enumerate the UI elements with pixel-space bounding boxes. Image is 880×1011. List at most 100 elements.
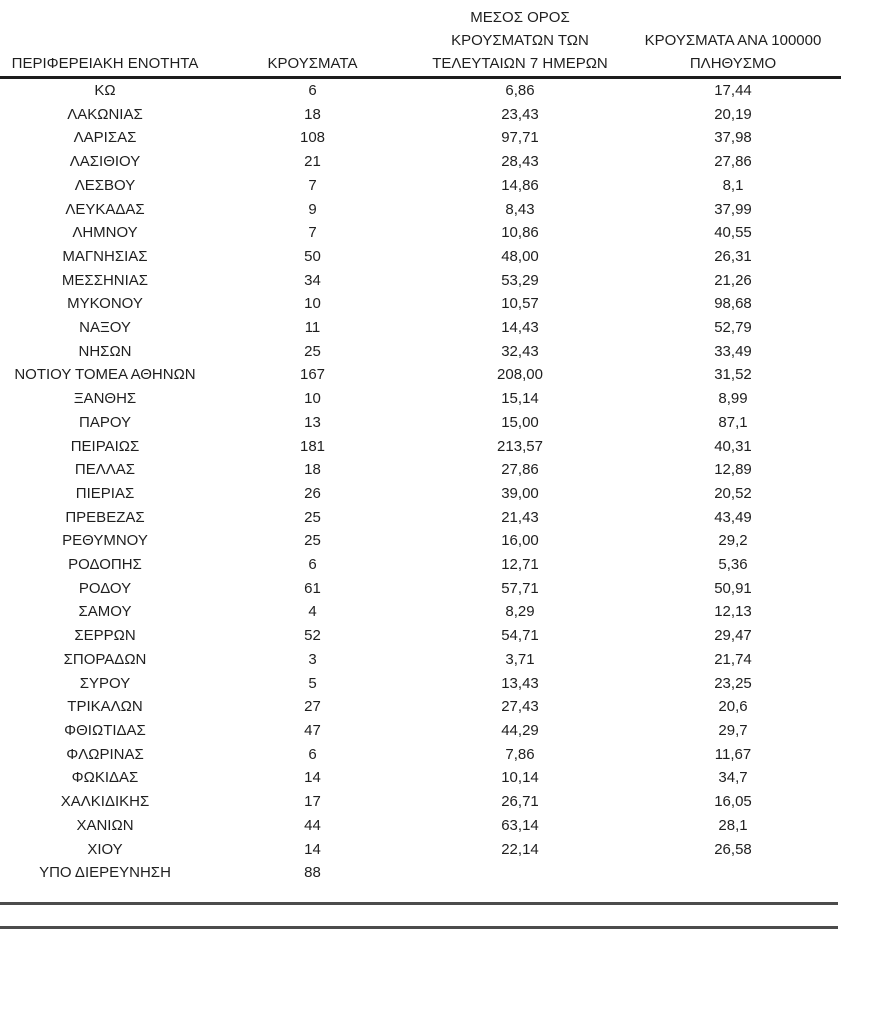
region-cell: ΦΛΩΡΙΝΑΣ xyxy=(66,745,144,763)
cases-cell: 7 xyxy=(308,224,317,242)
table-row: ΣΥΡΟΥ 5 13,43 23,25 xyxy=(0,672,841,696)
per100k-cell: 40,55 xyxy=(714,224,752,242)
per100k-cell: 12,13 xyxy=(714,603,752,621)
table-row: ΝΗΣΩΝ 25 32,43 33,49 xyxy=(0,340,841,364)
table-row: ΣΠΟΡΑΔΩΝ 3 3,71 21,74 xyxy=(0,648,841,672)
table-row: ΜΕΣΣΗΝΙΑΣ 34 53,29 21,26 xyxy=(0,269,841,293)
per100k-cell: 21,74 xyxy=(714,650,752,668)
per100k-cell: 5,36 xyxy=(718,556,748,574)
region-cell: ΡΟΔΟΠΗΣ xyxy=(68,556,142,574)
per100k-cell: 31,52 xyxy=(714,366,752,384)
region-cell: ΠΑΡΟΥ xyxy=(78,413,132,431)
avg7day-cell: 97,71 xyxy=(501,129,539,147)
table-row: ΛΑΡΙΣΑΣ 108 97,71 37,98 xyxy=(0,126,841,150)
cases-cell: 47 xyxy=(304,721,321,739)
per100k-cell: 11,67 xyxy=(714,745,752,763)
cases-cell: 7 xyxy=(308,176,317,194)
table-header-row: ΠΕΡΙΦΕΡΕΙΑΚΗ ΕΝΟΤΗΤΑ ΚΡΟΥΣΜΑΤΑ ΜΕΣΟΣ ΟΡΟ… xyxy=(0,6,841,79)
table-row: ΜΑΓΝΗΣΙΑΣ 50 48,00 26,31 xyxy=(0,245,841,269)
avg7day-cell: 54,71 xyxy=(501,627,539,645)
avg7day-cell: 12,71 xyxy=(501,556,539,574)
table-row: ΚΩ 6 6,86 17,44 xyxy=(0,78,841,103)
avg7day-cell: 10,14 xyxy=(501,769,539,787)
avg7day-cell: 63,14 xyxy=(501,816,539,834)
report-page: ΠΕΡΙΦΕΡΕΙΑΚΗ ΕΝΟΤΗΤΑ ΚΡΟΥΣΜΑΤΑ ΜΕΣΟΣ ΟΡΟ… xyxy=(0,6,841,929)
per100k-cell: 52,79 xyxy=(714,319,752,337)
avg7day-cell: 7,86 xyxy=(505,745,535,763)
region-cell: ΠΕΙΡΑΙΩΣ xyxy=(70,437,140,455)
table-row: ΛΑΣΙΘΙΟΥ 21 28,43 27,86 xyxy=(0,150,841,174)
cases-cell: 21 xyxy=(304,153,321,171)
cases-cell: 61 xyxy=(304,579,321,597)
region-cell: ΝΟΤΙΟΥ ΤΟΜΕΑ ΑΘΗΝΩΝ xyxy=(14,366,196,384)
table-row: ΧΑΝΙΩΝ 44 63,14 28,1 xyxy=(0,814,841,838)
per100k-cell: 29,2 xyxy=(718,532,748,550)
table-row: ΛΗΜΝΟΥ 7 10,86 40,55 xyxy=(0,221,841,245)
cases-cell: 6 xyxy=(308,556,317,574)
cases-cell: 25 xyxy=(304,532,321,550)
regional-cases-table: ΠΕΡΙΦΕΡΕΙΑΚΗ ΕΝΟΤΗΤΑ ΚΡΟΥΣΜΑΤΑ ΜΕΣΟΣ ΟΡΟ… xyxy=(0,6,841,885)
per100k-cell: 27,86 xyxy=(714,153,752,171)
per100k-cell: 26,31 xyxy=(714,247,752,265)
avg7day-cell: 27,43 xyxy=(501,698,539,716)
avg7day-cell: 39,00 xyxy=(501,484,539,502)
table-row: ΡΟΔΟΠΗΣ 6 12,71 5,36 xyxy=(0,553,841,577)
table-row: ΦΩΚΙΔΑΣ 14 10,14 34,7 xyxy=(0,766,841,790)
cases-cell: 181 xyxy=(299,437,326,455)
table-row: ΠΑΡΟΥ 13 15,00 87,1 xyxy=(0,411,841,435)
avg7day-cell: 15,00 xyxy=(501,413,539,431)
cases-cell: 10 xyxy=(304,390,321,408)
avg7day-cell: 3,71 xyxy=(505,650,535,668)
table-row: ΞΑΝΘΗΣ 10 15,14 8,99 xyxy=(0,387,841,411)
region-cell: ΡΟΔΟΥ xyxy=(78,579,132,597)
region-cell: ΣΕΡΡΩΝ xyxy=(74,627,136,645)
cases-cell: 3 xyxy=(308,650,317,668)
table-row: ΛΕΣΒΟΥ 7 14,86 8,1 xyxy=(0,174,841,198)
cases-cell: 88 xyxy=(304,864,321,882)
table-row: ΧΙΟΥ 14 22,14 26,58 xyxy=(0,838,841,862)
cases-cell: 167 xyxy=(299,366,326,384)
avg7day-cell: 213,57 xyxy=(497,437,543,455)
per100k-cell: 20,52 xyxy=(714,484,752,502)
avg7day-cell: 208,00 xyxy=(497,366,543,384)
cases-cell: 25 xyxy=(304,508,321,526)
avg7day-cell: 27,86 xyxy=(501,461,539,479)
avg7day-cell: 10,57 xyxy=(501,295,539,313)
region-cell: ΦΘΙΩΤΙΔΑΣ xyxy=(64,721,146,739)
avg7day-cell: 8,43 xyxy=(505,200,535,218)
per100k-cell: 29,7 xyxy=(718,721,748,739)
per100k-cell: 50,91 xyxy=(714,579,752,597)
table-row: ΡΟΔΟΥ 61 57,71 50,91 xyxy=(0,577,841,601)
per100k-cell: 20,19 xyxy=(714,105,752,123)
avg7day-cell: 8,29 xyxy=(505,603,535,621)
table-row: ΛΕΥΚΑΔΑΣ 9 8,43 37,99 xyxy=(0,198,841,222)
cases-cell: 6 xyxy=(308,82,317,99)
region-cell: ΛΑΡΙΣΑΣ xyxy=(73,129,137,147)
table-row: ΜΥΚΟΝΟΥ 10 10,57 98,68 xyxy=(0,292,841,316)
per100k-cell: 43,49 xyxy=(714,508,752,526)
avg7day-cell: 14,86 xyxy=(501,176,539,194)
region-cell: ΜΑΓΝΗΣΙΑΣ xyxy=(62,247,148,265)
avg7day-cell: 13,43 xyxy=(501,674,539,692)
avg7day-cell: 23,43 xyxy=(501,105,539,123)
avg7day-cell: 57,71 xyxy=(501,579,539,597)
table-row: ΠΡΕΒΕΖΑΣ 25 21,43 43,49 xyxy=(0,506,841,530)
region-cell: ΣΥΡΟΥ xyxy=(79,674,131,692)
table-row: ΝΑΞΟΥ 11 14,43 52,79 xyxy=(0,316,841,340)
avg7day-cell: 15,14 xyxy=(501,390,539,408)
table-row: ΠΙΕΡΙΑΣ 26 39,00 20,52 xyxy=(0,482,841,506)
table-row: ΦΛΩΡΙΝΑΣ 6 7,86 11,67 xyxy=(0,743,841,767)
per100k-cell: 17,44 xyxy=(714,82,752,99)
cases-cell: 10 xyxy=(304,295,321,313)
per100k-cell: 16,05 xyxy=(714,793,752,811)
region-cell: ΣΑΜΟΥ xyxy=(78,603,132,621)
column-header-per100k: ΚΡΟΥΣΜΑΤΑ ΑΝΑ 100000 ΠΛΗΘΥΣΜΟ xyxy=(625,6,841,79)
cases-cell: 27 xyxy=(304,698,321,716)
avg7day-cell: 28,43 xyxy=(501,153,539,171)
cases-cell: 5 xyxy=(308,674,317,692)
region-cell: ΦΩΚΙΔΑΣ xyxy=(71,769,139,787)
per100k-cell: 87,1 xyxy=(718,413,748,431)
per100k-cell: 34,7 xyxy=(718,769,748,787)
avg7day-cell: 32,43 xyxy=(501,342,539,360)
region-cell: ΛΗΜΝΟΥ xyxy=(72,224,138,242)
